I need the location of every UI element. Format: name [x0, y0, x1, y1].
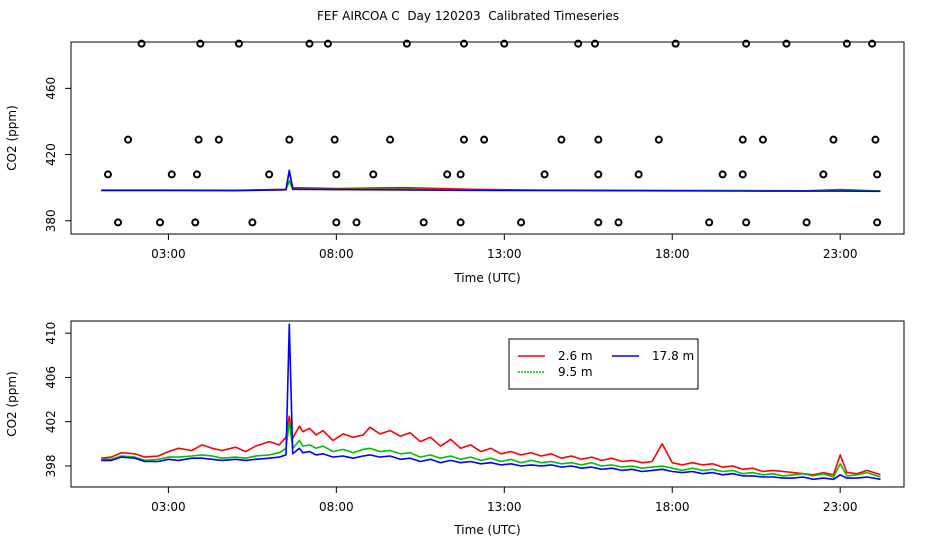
bottom-y-axis-label: CO2 (ppm)	[5, 371, 19, 437]
top-plot-frame	[70, 41, 905, 235]
top-y-tick-label: 420	[44, 143, 58, 166]
top-data-point	[802, 218, 811, 227]
top-data-point	[323, 39, 332, 48]
top-data-point	[459, 39, 468, 48]
bottom-y-tick-label: 406	[44, 366, 58, 389]
top-data-point	[265, 170, 274, 179]
top-data-point	[480, 135, 489, 144]
top-data-point	[191, 218, 200, 227]
top-data-point	[742, 218, 751, 227]
top-data-point	[819, 170, 828, 179]
legend-label: 17.8 m	[652, 349, 694, 363]
top-x-tick-label: 18:00	[655, 247, 690, 261]
top-data-point	[842, 39, 851, 48]
top-data-point	[402, 39, 411, 48]
top-data-point	[782, 39, 791, 48]
top-data-point	[574, 39, 583, 48]
top-data-point	[718, 170, 727, 179]
top-data-point	[594, 170, 603, 179]
top-data-point	[590, 39, 599, 48]
top-data-point	[758, 135, 767, 144]
bottom-y-tick-label: 398	[44, 455, 58, 478]
bottom-series-line-26m	[101, 415, 881, 476]
bottom-x-tick-label: 03:00	[151, 500, 186, 514]
bottom-y-tick-label: 402	[44, 410, 58, 433]
bottom-plot-frame	[70, 320, 905, 488]
top-data-point	[305, 39, 314, 48]
top-data-point	[103, 170, 112, 179]
top-data-point	[517, 218, 526, 227]
top-data-point	[829, 135, 838, 144]
bottom-x-tick-label: 08:00	[319, 500, 354, 514]
page-title: FEF AIRCOA C Day 120203 Calibrated Times…	[316, 9, 619, 23]
top-data-point	[868, 39, 877, 48]
top-y-tick-label: 460	[44, 77, 58, 100]
bottom-x-tick-label: 18:00	[655, 500, 690, 514]
legend-label: 2.6 m	[558, 349, 593, 363]
top-data-point	[540, 170, 549, 179]
legend-box	[508, 338, 699, 390]
top-data-point	[459, 135, 468, 144]
top-data-point	[873, 218, 882, 227]
top-data-point	[742, 39, 751, 48]
top-data-point	[234, 39, 243, 48]
top-data-point	[332, 218, 341, 227]
top-data-point	[654, 135, 663, 144]
top-data-point	[873, 170, 882, 179]
top-x-tick-label: 08:00	[319, 247, 354, 261]
bottom-series-line-178m	[101, 323, 881, 481]
top-data-point	[330, 135, 339, 144]
top-y-axis-label: CO2 (ppm)	[5, 105, 19, 171]
top-data-point	[671, 39, 680, 48]
bottom-series-line-95m	[101, 420, 881, 478]
top-data-point	[738, 170, 747, 179]
top-data-point	[114, 218, 123, 227]
top-data-point	[248, 218, 257, 227]
top-data-point	[194, 135, 203, 144]
top-data-point	[557, 135, 566, 144]
top-data-point	[594, 135, 603, 144]
top-data-point	[214, 135, 223, 144]
top-data-point	[871, 135, 880, 144]
top-data-point	[500, 39, 509, 48]
legend-label: 9.5 m	[558, 365, 593, 379]
top-y-tick-label: 380	[44, 209, 58, 232]
top-data-point	[332, 170, 341, 179]
top-data-point	[594, 218, 603, 227]
top-data-point	[192, 170, 201, 179]
top-data-point	[614, 218, 623, 227]
top-data-point	[705, 218, 714, 227]
bottom-x-tick-label: 13:00	[487, 500, 522, 514]
top-data-point	[738, 135, 747, 144]
top-data-point	[352, 218, 361, 227]
top-data-point	[124, 135, 133, 144]
top-data-point	[156, 218, 165, 227]
top-data-point	[386, 135, 395, 144]
top-x-tick-label: 03:00	[151, 247, 186, 261]
bottom-y-tick-label: 410	[44, 322, 58, 345]
top-series-line-178m	[101, 169, 881, 193]
top-data-point	[456, 218, 465, 227]
top-data-point	[369, 170, 378, 179]
bottom-x-tick-label: 23:00	[823, 500, 858, 514]
top-data-point	[167, 170, 176, 179]
top-data-point	[196, 39, 205, 48]
top-series-line-26m	[101, 170, 881, 192]
bottom-x-axis-label: Time (UTC)	[453, 523, 520, 537]
top-data-point	[285, 135, 294, 144]
top-x-tick-label: 23:00	[823, 247, 858, 261]
top-data-point	[443, 170, 452, 179]
top-data-point	[419, 218, 428, 227]
top-data-point	[456, 170, 465, 179]
top-data-point	[137, 39, 146, 48]
top-x-tick-label: 13:00	[487, 247, 522, 261]
top-x-axis-label: Time (UTC)	[453, 271, 520, 285]
top-data-point	[634, 170, 643, 179]
